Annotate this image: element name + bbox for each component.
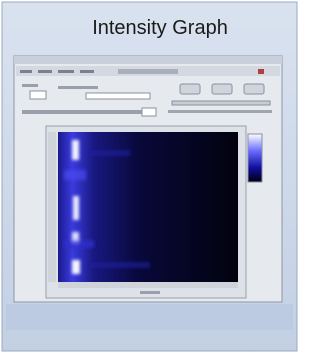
slide-title: Intensity Graph bbox=[92, 17, 228, 39]
control-label bbox=[58, 86, 98, 89]
numeric-control[interactable] bbox=[30, 91, 46, 99]
color-ramp bbox=[248, 134, 262, 182]
y-axis-scale bbox=[48, 132, 56, 282]
intensity-band bbox=[90, 150, 130, 156]
window-titlebar bbox=[14, 56, 282, 64]
control-label bbox=[22, 110, 142, 114]
intensity-spot bbox=[73, 196, 79, 220]
menu-item[interactable] bbox=[38, 70, 52, 73]
path-control[interactable] bbox=[86, 93, 150, 99]
menu-item[interactable] bbox=[58, 70, 74, 73]
slider-scale bbox=[168, 110, 272, 113]
intensity-band bbox=[90, 262, 150, 268]
intensity-band bbox=[64, 170, 86, 180]
intensity-band bbox=[64, 240, 94, 248]
x-axis-label bbox=[140, 291, 160, 294]
numeric-control[interactable] bbox=[142, 108, 156, 116]
toolbar[interactable] bbox=[118, 69, 178, 74]
menu-item[interactable] bbox=[20, 70, 32, 73]
control-label bbox=[22, 84, 38, 87]
intensity-spot bbox=[72, 260, 80, 274]
intensity-graph bbox=[46, 126, 262, 298]
slider[interactable] bbox=[172, 101, 270, 105]
slide: Intensity Graph bbox=[0, 0, 299, 353]
button[interactable] bbox=[180, 84, 200, 94]
button[interactable] bbox=[212, 84, 232, 94]
stop-button[interactable] bbox=[258, 69, 264, 74]
menu-item[interactable] bbox=[80, 70, 94, 73]
plot-area bbox=[58, 132, 238, 282]
button[interactable] bbox=[244, 84, 264, 94]
x-axis-scale bbox=[58, 282, 238, 288]
page: Intensity Graph bbox=[0, 0, 299, 353]
intensity-spot bbox=[72, 140, 79, 160]
footer-band bbox=[6, 304, 293, 330]
